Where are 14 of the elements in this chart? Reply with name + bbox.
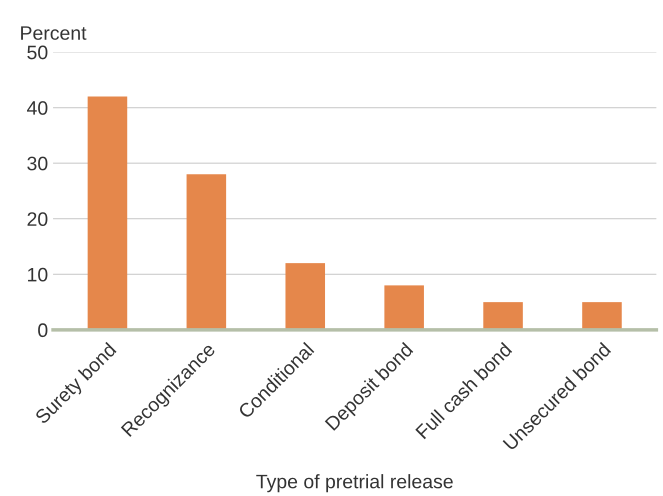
y-axis-title: Percent	[21, 26, 86, 40]
bar	[483, 302, 523, 330]
y-tick-label: 30	[27, 156, 48, 170]
bar	[384, 285, 424, 330]
y-tick-label: 0	[38, 323, 48, 338]
y-tick-label: 40	[27, 101, 48, 115]
bar	[88, 96, 128, 330]
bar	[186, 174, 226, 330]
bar	[582, 302, 622, 330]
y-tick-label: 50	[27, 46, 48, 60]
y-tick-label: 10	[28, 268, 48, 282]
x-axis-title: Type of pretrial release	[256, 474, 453, 492]
bar	[285, 263, 326, 330]
y-tick-label: 20	[28, 212, 48, 226]
